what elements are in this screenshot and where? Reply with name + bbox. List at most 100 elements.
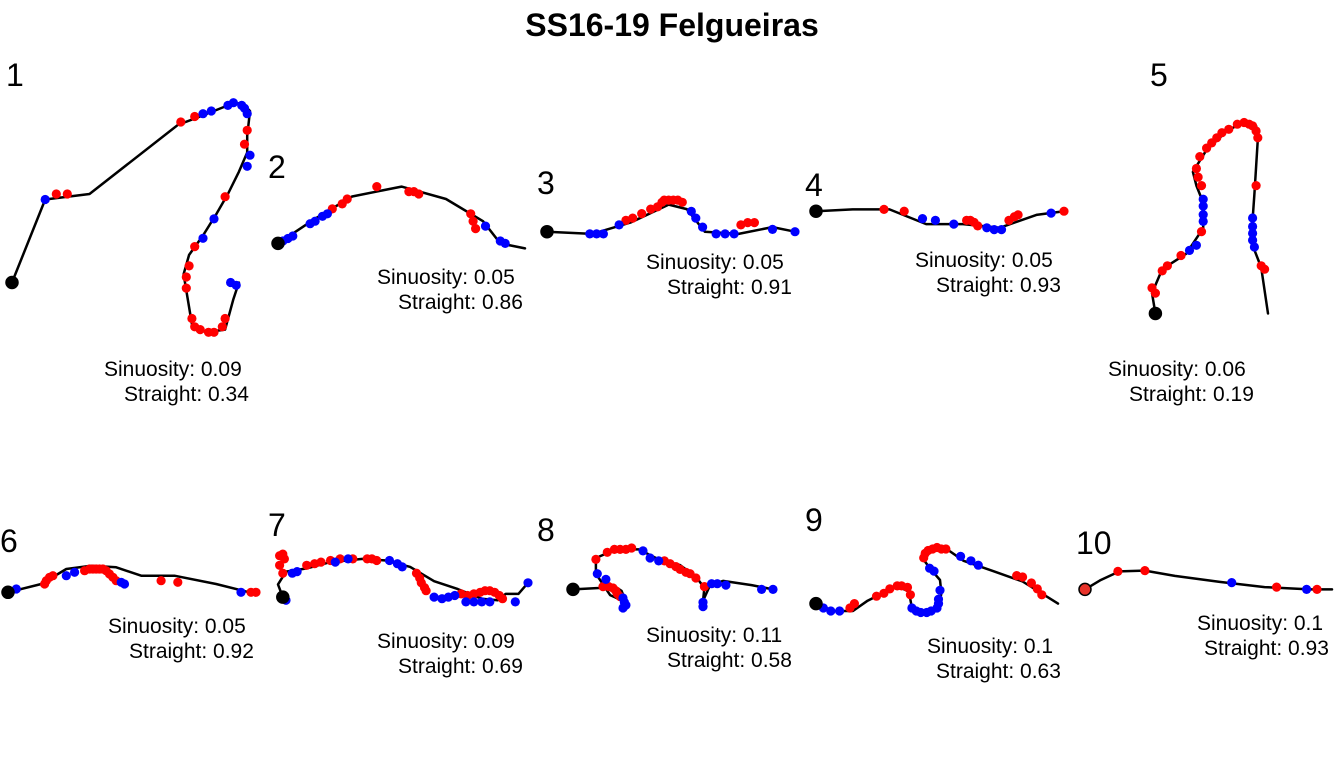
panel-marks-6 (1, 564, 261, 600)
right-turn-point (40, 194, 50, 205)
right-turn-point (245, 150, 255, 160)
left-turn-point (602, 547, 612, 557)
panel-2: 2 Sinuosity: 0.05 Straight: 0.86 (268, 149, 527, 314)
left-turn-point (743, 218, 753, 228)
right-turn-point (654, 556, 664, 566)
panel-number-10: 10 (1076, 525, 1112, 561)
route-line (1083, 569, 1334, 591)
left-turn-point (51, 189, 61, 199)
panel-4: 4 Sinuosity: 0.05 Straight: 0.93 (805, 167, 1069, 297)
right-turn-point (61, 571, 71, 581)
left-turn-point (316, 557, 326, 567)
right-turn-point (917, 214, 928, 224)
left-turn-point (209, 327, 219, 337)
panel-number-6: 6 (0, 523, 18, 559)
panel-8: 8 Sinuosity: 0.11 Straight: 0.58 (537, 512, 792, 672)
route-line (545, 203, 797, 236)
left-turn-point (466, 209, 476, 219)
left-turn-point (849, 599, 860, 609)
left-turn-point (1037, 590, 1047, 600)
right-turn-point (461, 597, 471, 607)
left-turn-point (749, 218, 760, 228)
right-turn-point (601, 574, 611, 585)
panel-10: 10 Sinuosity: 0.1 Straight: 0.93 (1076, 525, 1334, 660)
start-marker (276, 590, 290, 604)
left-turn-point (885, 584, 895, 594)
right-turn-point (469, 597, 479, 607)
right-turn-point (956, 551, 966, 562)
right-turn-point (450, 590, 460, 601)
right-turn-point (1227, 578, 1237, 588)
right-turn-point (592, 569, 602, 579)
right-turn-point (933, 594, 944, 604)
left-turn-point (239, 139, 250, 149)
sinuosity-label-8: Sinuosity: 0.11 (646, 624, 782, 647)
left-turn-point (677, 197, 687, 207)
left-turn-point (342, 194, 352, 204)
right-turn-point (292, 567, 302, 577)
panel-5: 5 Sinuosity: 0.06 Straight: 0.19 (1108, 57, 1270, 406)
panel-marks-9 (809, 542, 1060, 618)
start-marker (1148, 306, 1163, 321)
left-turn-point (1191, 163, 1201, 174)
right-turn-point (198, 109, 208, 119)
start-marker (540, 224, 554, 239)
panel-marks-2 (271, 182, 527, 251)
left-turn-point (1026, 578, 1036, 588)
right-turn-point (209, 214, 219, 224)
left-turn-point (372, 182, 382, 192)
left-turn-point (497, 594, 508, 604)
right-turn-point (598, 229, 609, 239)
straight-label-6: Straight: 0.92 (129, 640, 254, 663)
right-turn-point (242, 109, 252, 119)
straight-label-1: Straight: 0.34 (124, 383, 249, 406)
right-turn-point (949, 219, 959, 229)
right-turn-point (70, 567, 80, 577)
straight-label-7: Straight: 0.69 (398, 655, 523, 678)
panel-number-8: 8 (537, 512, 555, 548)
left-turn-point (184, 261, 194, 271)
right-turn-point (228, 98, 238, 108)
right-turn-point (397, 562, 407, 572)
panel-6: 6 Sinuosity: 0.05 Straight: 0.92 (0, 523, 261, 663)
start-marker (566, 582, 580, 597)
panel-marks-10 (1078, 566, 1334, 597)
left-turn-point (173, 577, 183, 587)
right-turn-point (729, 229, 739, 239)
right-turn-point (236, 587, 246, 597)
right-turn-point (198, 233, 208, 243)
right-turn-point (585, 229, 595, 239)
panel-number-4: 4 (805, 167, 823, 203)
left-turn-point (628, 213, 638, 223)
left-turn-point (195, 325, 205, 335)
start-marker (809, 204, 823, 218)
right-turn-point (1184, 245, 1195, 255)
right-turn-point (384, 555, 395, 566)
right-turn-point (206, 106, 216, 116)
right-turn-point (310, 216, 320, 226)
panel-marks-7 (275, 549, 533, 607)
right-turn-point (925, 563, 935, 573)
sinuosity-label-10: Sinuosity: 0.1 (1197, 612, 1323, 635)
right-turn-point (1249, 242, 1259, 252)
right-turn-point (930, 215, 941, 225)
right-turn-point (1248, 221, 1258, 232)
left-turn-point (1196, 227, 1207, 237)
left-turn-point (902, 582, 913, 593)
left-turn-point (181, 283, 191, 293)
right-turn-point (645, 553, 655, 563)
left-turn-point (275, 560, 285, 570)
left-turn-point (1176, 250, 1186, 261)
left-turn-point (591, 554, 601, 565)
left-turn-point (1195, 152, 1205, 162)
left-turn-point (1113, 566, 1123, 577)
right-turn-point (480, 221, 491, 231)
right-turn-point (242, 161, 252, 171)
panel-number-2: 2 (268, 149, 286, 185)
left-turn-point (941, 544, 951, 554)
right-turn-point (618, 603, 628, 613)
left-turn-point (637, 209, 647, 219)
right-turn-point (485, 597, 495, 607)
right-turn-point (523, 578, 533, 588)
